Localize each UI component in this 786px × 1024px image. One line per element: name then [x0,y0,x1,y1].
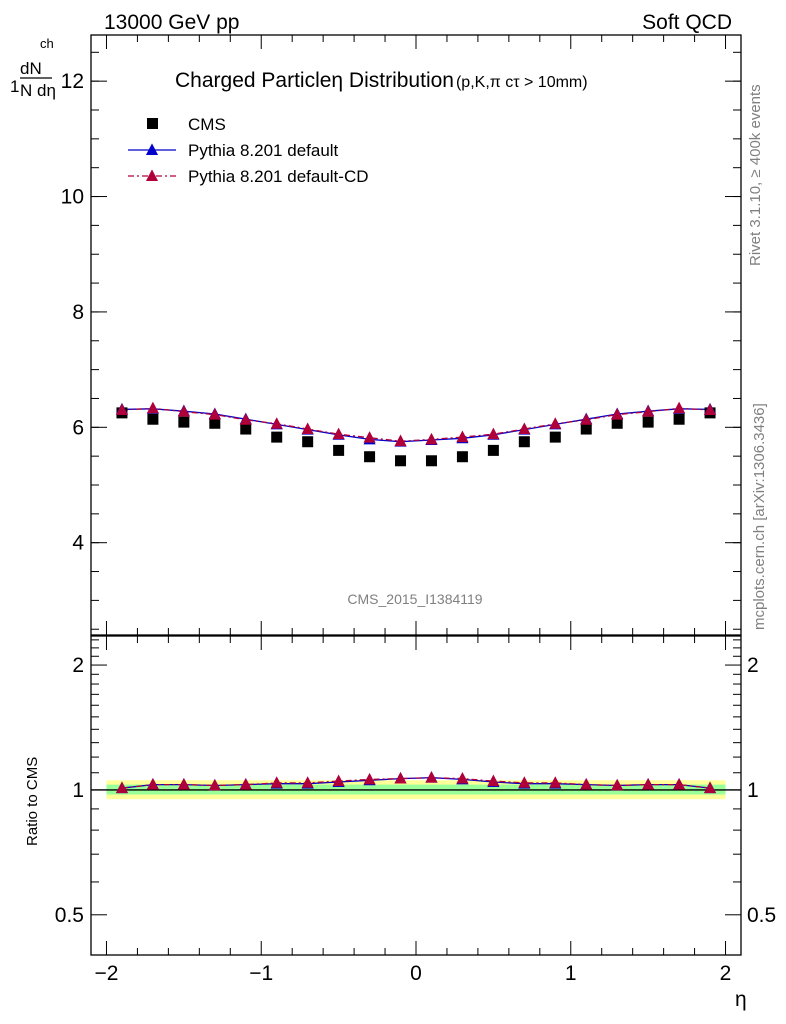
ratio-point-pythia-default-cd [363,772,376,785]
ratio-point-pythia-default-cd [456,771,469,784]
data-point-cms [302,436,314,448]
x-axis-label: η [735,988,747,1011]
ratio-point-pythia-default-cd [270,776,283,788]
data-point-pythia-default-cd [487,427,500,440]
data-point-pythia-default-cd [332,427,345,440]
data-point-pythia-default-cd [208,408,221,420]
rivet-label: Rivet 3.1.10, ≥ 400k events [747,84,764,266]
series-line-pythia-default-cd [121,407,711,442]
ratio-ylabel: Ratio to CMS [24,757,41,846]
ratio-point-pythia-default-cd [580,778,593,790]
top-ytick-label: 10 [61,186,84,209]
data-point-pythia-default-cd [549,417,562,429]
bot-ytick-label-right: 2 [747,654,759,677]
data-point-pythia-default-cd [580,413,593,425]
data-point-cms [333,444,345,456]
x-tick-label: 2 [720,962,732,985]
mcplots-label: mcplots.cern.ch [arXiv:1306.3436] [751,403,768,630]
ratio-point-pythia-default-cd [394,771,407,784]
top-ylabel: 1 dN ch N dη [10,36,56,100]
data-point-cms [395,455,407,467]
data-point-cms [673,413,685,425]
ratio-point-pythia-default-cd [115,781,129,794]
data-point-cms [209,417,221,429]
ratio-point-pythia-default-cd [673,778,686,790]
legend-label: CMS [188,115,226,134]
data-point-pythia-default-cd [115,403,129,415]
svg-text:dN: dN [20,59,42,78]
data-point-pythia-default-cd [611,408,624,420]
data-point-cms [456,451,468,463]
ratio-point-pythia-default-cd [487,774,500,787]
ratio-point-pythia-default-cd [703,781,717,794]
data-point-cms [580,423,592,435]
data-point-cms [642,416,654,428]
chart-title: Charged Particleη Distribution (p,K,π cτ … [175,69,588,92]
ratio-point-pythia-default-cd [177,778,190,790]
data-point-pythia-default-cd [703,403,717,415]
legend: CMS Pythia 8.201 default Pythia 8.201 defa… [128,115,369,186]
data-point-cms [147,413,159,425]
ratio-point-pythia-default-cd [611,778,624,791]
svg-text:1: 1 [10,77,19,96]
data-point-pythia-default-cd [673,401,686,414]
ratio-point-pythia-default-cd [332,774,345,787]
top-ytick-label: 4 [72,532,84,555]
header-right: Soft QCD [642,11,732,34]
top-ytick-label: 12 [61,70,84,93]
legend-marker-pythia-default-cd [145,169,159,181]
data-point-pythia-default-cd [177,405,190,417]
data-point-cms [425,455,437,467]
ratio-point-pythia-default-cd [642,778,655,790]
bot-ytick-label-right: 1 [747,779,759,802]
x-tick-label: −2 [94,962,118,985]
ratio-point-pythia-default-cd [549,776,562,788]
legend-label: Pythia 8.201 default [188,141,339,160]
top-ytick-label: 8 [72,301,84,324]
legend-marker-cms [147,118,158,129]
ratio-point-pythia-default-cd [518,776,531,788]
legend-marker-pythia-default [145,143,159,155]
data-point-pythia-default-cd [456,430,469,443]
header-left: 13000 GeV pp [104,11,239,34]
x-tick-label: 0 [410,962,422,985]
bot-ytick-label-right: 0.5 [747,904,776,927]
data-point-cms [611,417,623,429]
data-point-pythia-default-cd [270,417,283,429]
data-point-cms [240,423,252,435]
x-tick-label: 1 [565,962,577,985]
data-point-cms [178,416,190,428]
ratio-point-pythia-default-cd [146,778,159,790]
analysis-watermark: CMS_2015_I1384119 [347,591,482,607]
data-point-pythia-default-cd [146,401,159,414]
data-point-cms [271,431,283,443]
svg-text:ch: ch [40,36,54,51]
svg-text:N dη: N dη [20,81,56,100]
data-point-cms [518,436,530,448]
data-point-pythia-default-cd [394,434,407,447]
legend-label: Pythia 8.201 default-CD [188,167,369,186]
ratio-line-pythia-default-cd [121,777,711,789]
data-point-cms [549,431,561,443]
bot-ytick-label: 0.5 [55,904,84,927]
data-point-cms [487,444,499,456]
data-point-pythia-default-cd [425,432,438,445]
data-point-pythia-default-cd [518,422,531,434]
bot-ytick-label: 2 [72,654,84,677]
data-point-cms [364,451,376,463]
svg-text:Charged Particleη Distribution: Charged Particleη Distribution (p,K,π cτ … [175,69,588,92]
x-tick-label: −1 [249,962,273,985]
ratio-point-pythia-default-cd [425,771,438,783]
top-ytick-label: 6 [72,416,84,439]
data-point-pythia-default-cd [363,431,376,443]
data-point-pythia-default-cd [642,405,655,417]
bot-ytick-label: 1 [72,779,84,802]
ratio-point-pythia-default-cd [208,778,221,791]
ratio-point-pythia-default-cd [239,778,252,790]
data-point-pythia-default-cd [239,413,252,425]
ratio-point-pythia-default-cd [301,776,314,788]
data-point-pythia-default-cd [301,422,314,434]
